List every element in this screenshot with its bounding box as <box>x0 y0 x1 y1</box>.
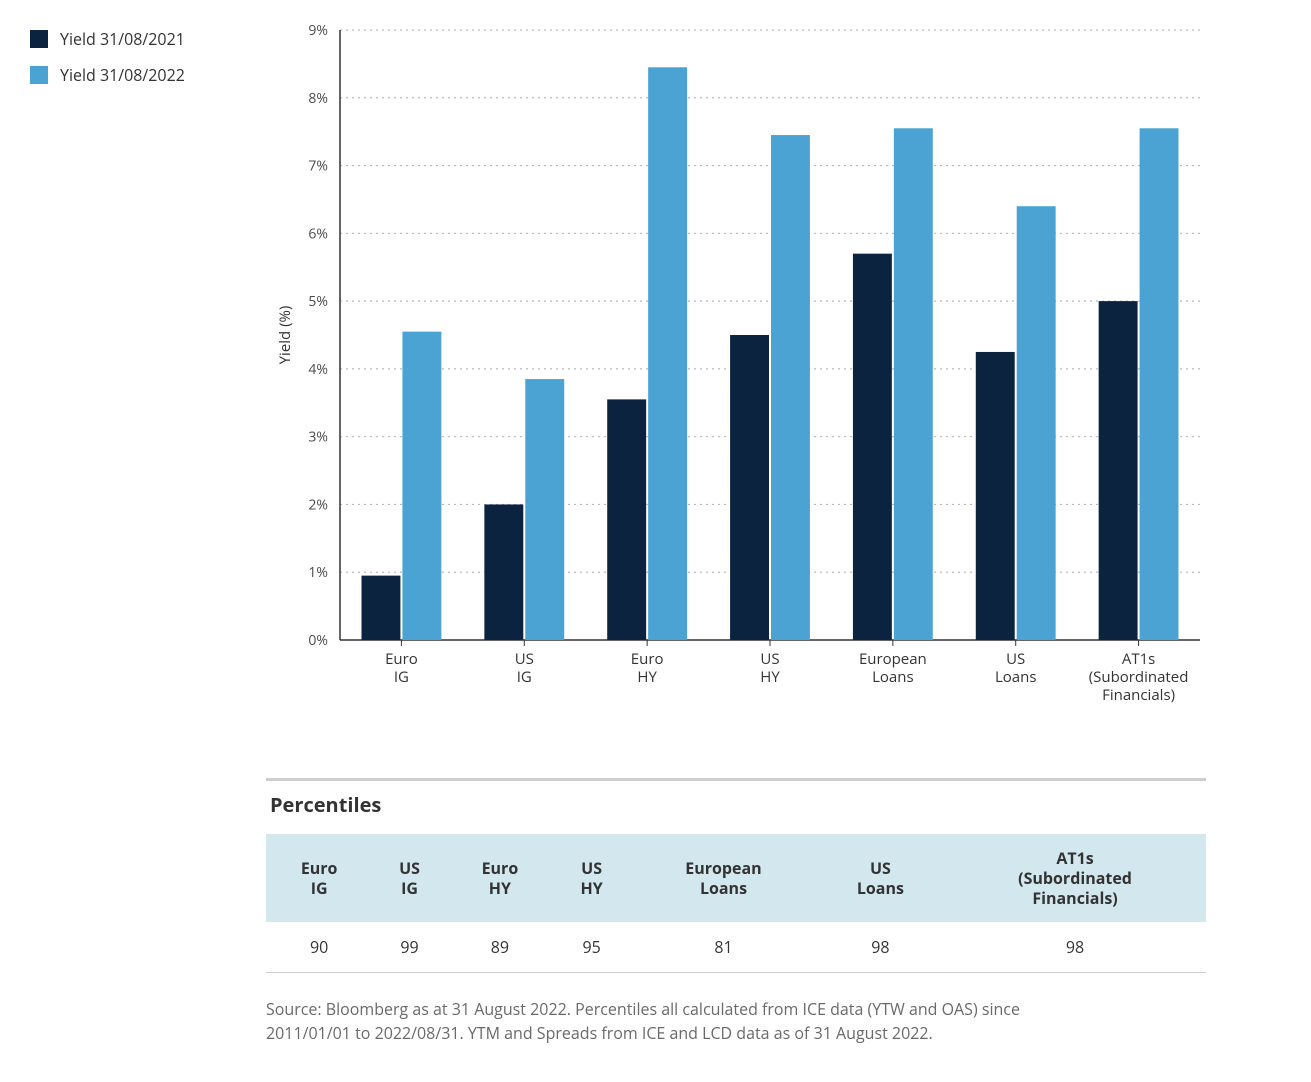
table-cell: 98 <box>944 922 1206 973</box>
bar <box>402 332 441 640</box>
yield-bar-chart: 0%1%2%3%4%5%6%7%8%9%Yield (%)EuroIGUSIGE… <box>260 20 1260 760</box>
y-tick-label: 0% <box>308 631 328 650</box>
table-column-header: USHY <box>553 834 630 922</box>
x-category-label: USHY <box>760 649 780 687</box>
table-row: 90998995819898 <box>266 922 1206 973</box>
table-cell: 81 <box>630 922 817 973</box>
table-column-header: USIG <box>372 834 446 922</box>
bar <box>976 352 1015 640</box>
legend-item: Yield 31/08/2021 <box>30 28 260 50</box>
legend-item: Yield 31/08/2022 <box>30 64 260 86</box>
y-tick-label: 1% <box>308 563 328 582</box>
y-axis-title: Yield (%) <box>275 306 295 365</box>
table-header-row: EuroIGUSIGEuroHYUSHYEuropeanLoansUSLoans… <box>266 834 1206 922</box>
table-column-header: EuroIG <box>266 834 372 922</box>
table-cell: 99 <box>372 922 446 973</box>
page-root: Yield 31/08/2021 Yield 31/08/2022 0% 1% 2% 3… <box>20 20 1311 1045</box>
bar <box>771 135 810 640</box>
y-tick-label: 3% <box>308 428 328 447</box>
percentiles-section: Percentiles EuroIGUSIGEuroHYUSHYEuropean… <box>266 778 1206 973</box>
table-column-header: USLoans <box>817 834 944 922</box>
source-note: Source: Bloomberg as at 31 August 2022. … <box>266 997 1086 1045</box>
table-title: Percentiles <box>270 791 1206 818</box>
bar <box>362 576 401 640</box>
bar <box>484 504 523 640</box>
table-cell: 98 <box>817 922 944 973</box>
table-column-header: EuropeanLoans <box>630 834 817 922</box>
upper-row: Yield 31/08/2021 Yield 31/08/2022 0% 1% 2% 3… <box>20 20 1311 760</box>
table-cell: 95 <box>553 922 630 973</box>
bar <box>894 128 933 640</box>
bar <box>648 67 687 640</box>
table-column-header: AT1s(SubordinatedFinancials) <box>944 834 1206 922</box>
y-tick-label: 8% <box>308 89 328 108</box>
legend-swatch <box>30 66 48 84</box>
legend-label: Yield 31/08/2022 <box>60 64 185 86</box>
percentiles-table: EuroIGUSIGEuroHYUSHYEuropeanLoansUSLoans… <box>266 834 1206 973</box>
chart-container: 0%1%2%3%4%5%6%7%8%9%Yield (%)EuroIGUSIGE… <box>260 20 1311 760</box>
table-body: 90998995819898 <box>266 922 1206 973</box>
chart-legend: Yield 31/08/2021 Yield 31/08/2022 <box>20 20 260 100</box>
x-category-label: USIG <box>515 649 534 687</box>
bar <box>1017 206 1056 640</box>
table-cell: 89 <box>447 922 553 973</box>
bar <box>853 254 892 640</box>
table-cell: 90 <box>266 922 372 973</box>
table-top-rule <box>266 778 1206 781</box>
y-tick-label: 5% <box>308 292 328 311</box>
legend-swatch <box>30 30 48 48</box>
legend-label: Yield 31/08/2021 <box>60 28 185 50</box>
y-tick-label: 9% <box>308 21 328 40</box>
table-column-header: EuroHY <box>447 834 553 922</box>
y-tick-label: 7% <box>308 157 328 176</box>
bar <box>1099 301 1138 640</box>
y-tick-label: 4% <box>308 360 328 379</box>
bar <box>1140 128 1179 640</box>
bar <box>525 379 564 640</box>
bar <box>607 399 646 640</box>
y-tick-label: 6% <box>308 224 328 243</box>
bar <box>730 335 769 640</box>
y-tick-label: 2% <box>308 495 328 514</box>
